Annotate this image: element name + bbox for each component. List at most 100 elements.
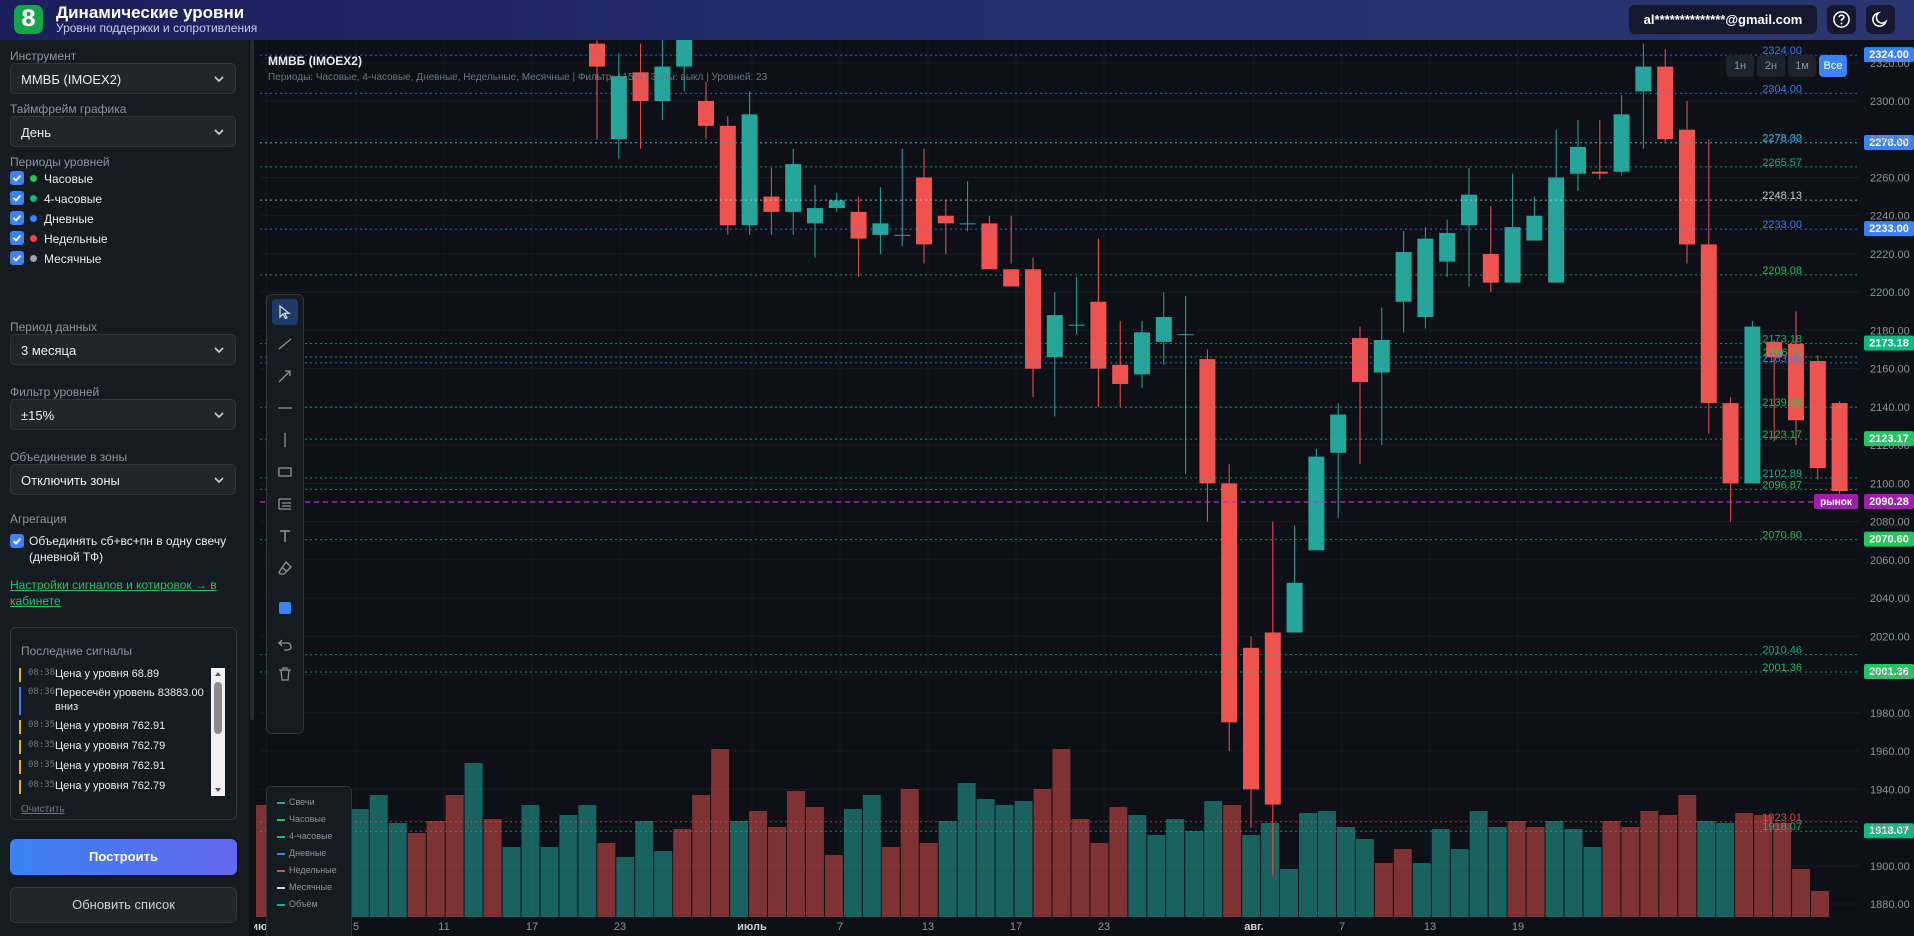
volume-bar <box>1261 823 1280 917</box>
volume-bar <box>1109 807 1128 917</box>
clear-signals-link[interactable]: Очистить <box>21 804 65 815</box>
help-button[interactable] <box>1827 5 1856 34</box>
chart-area[interactable]: 2324.00 2324.00 2304.00 2278.32 2278.00 2278.… <box>254 40 1914 936</box>
candle-body <box>807 208 823 224</box>
candle-body <box>676 40 693 67</box>
signal-settings-link[interactable]: Настройки сигналов и котировок → в кабин… <box>10 578 217 608</box>
signal-time: 08:35 <box>28 760 56 770</box>
level-label: 2265.57 <box>1762 157 1802 169</box>
y-tick-label: 2000.00 <box>1870 670 1910 682</box>
aggregation-checkbox[interactable] <box>10 533 24 549</box>
candle-body <box>1264 632 1281 805</box>
candle-body <box>916 177 932 245</box>
candle-body <box>1635 66 1652 92</box>
volume-bar <box>464 763 483 917</box>
signals-list[interactable]: 08:38 Цена у уровня 68.89 08:36 Пересечё… <box>19 668 223 796</box>
checkbox-checked[interactable] <box>10 211 24 225</box>
range-button-1w[interactable]: 1н <box>1726 55 1754 77</box>
line-tool[interactable] <box>272 331 298 357</box>
legend-swatch <box>277 852 285 855</box>
candle-body <box>1526 215 1543 241</box>
signals-scrollbar[interactable] <box>211 668 225 796</box>
volume-bar <box>1507 821 1526 917</box>
filter-select[interactable]: ±15% <box>10 399 236 430</box>
horizontal-line-tool[interactable] <box>272 395 298 421</box>
level-label: 2304.00 <box>1762 83 1802 95</box>
checkbox-checked[interactable] <box>10 231 24 245</box>
timeframe-select[interactable]: День <box>10 116 236 147</box>
candle-body <box>850 211 867 239</box>
refresh-list-button[interactable]: Обновить список <box>10 887 237 923</box>
range-button-1m[interactable]: 1м <box>1788 55 1816 77</box>
candle-body <box>1068 324 1085 326</box>
scroll-down-icon[interactable] <box>211 785 225 795</box>
data-period-select[interactable]: 3 месяца <box>10 334 236 365</box>
legend-swatch <box>277 869 285 872</box>
text-tool[interactable] <box>272 523 298 549</box>
candle-body <box>698 101 714 126</box>
zones-select[interactable]: Отключить зоны <box>10 464 236 495</box>
volume-bar <box>502 847 521 917</box>
range-button-2w[interactable]: 2н <box>1757 55 1785 77</box>
volume-bar <box>616 857 635 917</box>
volume-bar <box>1393 849 1412 917</box>
color-picker-tool[interactable] <box>272 595 298 621</box>
candle-body <box>1482 253 1499 283</box>
app-logo[interactable]: 8 <box>14 5 43 34</box>
user-account-chip[interactable]: al**************@gmail.com <box>1629 5 1817 34</box>
volume-bar <box>1754 815 1773 917</box>
check-icon <box>12 214 22 222</box>
y-tick-label: 1980.00 <box>1870 708 1910 720</box>
build-button[interactable]: Построить <box>10 839 237 875</box>
signal-item: 08:35 Цена у уровня 762.91 <box>19 720 215 734</box>
period-label: Часовые <box>44 172 94 186</box>
fibonacci-tool[interactable] <box>272 491 298 517</box>
signals-scroll-thumb[interactable] <box>214 682 222 734</box>
rectangle-icon <box>278 467 292 477</box>
checkbox-checked[interactable] <box>10 251 24 265</box>
level-price-tag <box>1864 47 1914 63</box>
candle-body <box>1657 66 1674 140</box>
candle-body <box>1199 359 1216 484</box>
legend-label: Дневные <box>289 848 327 858</box>
cursor-tool[interactable] <box>272 299 298 325</box>
theme-toggle-button[interactable] <box>1866 5 1895 34</box>
scroll-up-icon[interactable] <box>211 669 225 679</box>
level-label: 2001.36 <box>1762 662 1802 674</box>
volume-bar <box>1242 835 1261 917</box>
volume-bar <box>1564 829 1583 917</box>
undo-tool[interactable] <box>272 631 298 657</box>
checkbox-checked[interactable] <box>10 534 24 548</box>
legend-swatch <box>277 903 285 906</box>
rectangle-tool[interactable] <box>272 459 298 485</box>
checkbox-checked[interactable] <box>10 171 24 185</box>
volume-bar <box>673 829 692 917</box>
checkbox-checked[interactable] <box>10 191 24 205</box>
ray-tool[interactable] <box>272 363 298 389</box>
eraser-tool[interactable] <box>272 555 298 581</box>
signal-time: 08:35 <box>28 720 56 730</box>
volume-bar <box>1355 839 1374 917</box>
instrument-select[interactable]: ММВБ (IMOEX2) <box>10 63 236 94</box>
level-label: 2278.00 <box>1762 133 1802 145</box>
x-tick-label: 17 <box>526 921 538 933</box>
level-label: 2209.08 <box>1762 265 1802 277</box>
level-label: 2139.84 <box>1762 397 1802 409</box>
candle-body <box>1439 232 1456 262</box>
range-button-all[interactable]: Все <box>1819 55 1847 77</box>
candle-body <box>1744 326 1761 484</box>
signal-item: 08:36 Пересечён уровень 83883.00 вниз <box>19 687 215 715</box>
line-icon <box>278 338 292 350</box>
vertical-line-tool[interactable] <box>272 427 298 453</box>
volume-bar <box>540 847 559 917</box>
clear-drawings-tool[interactable] <box>272 661 298 687</box>
sidebar-scrollbar[interactable] <box>250 40 254 720</box>
volume-bar <box>1317 811 1336 917</box>
level-price-tag <box>1864 221 1914 237</box>
volume-bar <box>1204 801 1223 917</box>
volume-bar <box>369 795 388 917</box>
level-label: 2278.32 <box>1762 132 1802 144</box>
legend-label: Объём <box>289 899 318 909</box>
x-tick-label: авг. <box>1244 921 1263 933</box>
